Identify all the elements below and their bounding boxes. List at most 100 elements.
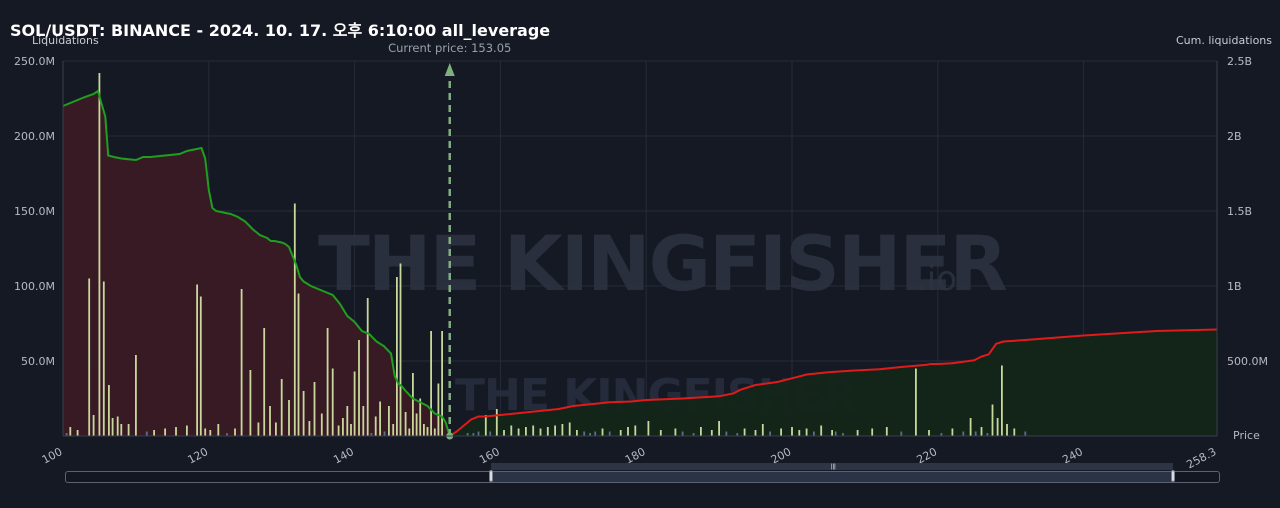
liquidation-bar: [297, 293, 300, 436]
liquidation-bar: [217, 424, 220, 436]
liquidation-bar: [940, 433, 943, 436]
liquidation-bar: [358, 340, 360, 436]
price-axis-title: Price: [1233, 429, 1260, 442]
liquidation-bar: [108, 385, 110, 436]
liquidation-bar: [293, 203, 296, 436]
liquidation-bar: [594, 431, 597, 436]
liquidation-bar: [98, 73, 101, 436]
x-axis-tick: 100: [40, 445, 65, 466]
liquidation-bar: [186, 425, 188, 436]
current-price-label: Current price: 153.05: [388, 41, 511, 55]
liquidation-bar: [761, 424, 764, 436]
left-axis-tick: 150.0M: [14, 205, 55, 218]
liquidation-bar: [681, 431, 684, 436]
liquidation-bar: [175, 427, 177, 436]
liquidation-bar: [477, 431, 480, 436]
liquidation-bar: [275, 422, 277, 436]
liquidation-bar: [423, 424, 425, 436]
liquidation-bar: [437, 383, 440, 436]
watermark-logo: THE KINGFISHER: [318, 219, 1006, 308]
left-axis-title: Liquidations: [32, 34, 99, 47]
liquidation-bar: [484, 415, 487, 436]
liquidation-bar: [65, 433, 68, 436]
liquidation-bar: [885, 427, 888, 436]
liquidation-bar: [396, 277, 398, 436]
liquidation-bar: [196, 284, 198, 436]
liquidation-bar: [419, 398, 422, 436]
liquidation-bar: [962, 431, 965, 436]
liquidation-bar: [92, 415, 95, 436]
liquidation-bar: [718, 421, 720, 436]
liquidation-bar: [433, 428, 436, 436]
left-axis-tick: 100.0M: [14, 280, 55, 293]
liquidation-bar: [900, 431, 903, 436]
chart-title: SOL/USDT: BINANCE - 2024. 10. 17. 오후 6:1…: [10, 21, 551, 40]
range-scrollbar[interactable]: [65, 470, 1220, 483]
left-axis-tick: 200.0M: [14, 130, 55, 143]
liquidation-bar: [769, 431, 771, 436]
liquidation-bar: [388, 406, 390, 436]
right-axis-tick: 1.5B: [1227, 205, 1252, 218]
liquidation-bar: [226, 433, 228, 436]
liquidation-bar: [366, 298, 369, 436]
liquidation-bar: [199, 296, 202, 436]
liquidation-bar: [69, 427, 72, 436]
liquidation-bar: [383, 431, 386, 436]
liquidation-bar: [951, 428, 954, 436]
range-selected-window[interactable]: [491, 472, 1173, 482]
liquidation-bar: [489, 431, 492, 436]
long-cumulative-line: [62, 89, 451, 437]
liquidation-bar: [302, 391, 305, 436]
liquidation-bar: [370, 433, 373, 436]
liquidation-bar: [568, 422, 571, 436]
liquidation-bar: [996, 418, 999, 436]
left-axis-tick: 250.0M: [14, 55, 55, 68]
liquidation-bar: [88, 278, 91, 436]
watermark-suffix: .io: [916, 259, 957, 299]
liquidation-bar: [426, 427, 429, 436]
liquidation-bar: [379, 401, 381, 436]
liquidation-bar: [974, 431, 977, 436]
liquidation-bar: [153, 430, 155, 436]
liquidation-bar: [353, 371, 356, 436]
liquidation-bar: [412, 373, 414, 436]
liquidation-bar: [834, 431, 837, 436]
liquidation-bar: [135, 355, 137, 436]
liquidation-bar: [145, 431, 148, 436]
range-grip-icon[interactable]: |||: [831, 464, 836, 470]
liquidation-bar: [725, 431, 728, 436]
liquidation-bar: [472, 433, 475, 436]
liquidation-bar: [619, 430, 622, 436]
long-cumulative-area: [63, 91, 450, 436]
liquidation-bar: [589, 433, 591, 436]
liquidation-bar: [525, 427, 527, 436]
liquidation-bar: [583, 431, 586, 436]
x-axis-tick: 140: [331, 445, 356, 466]
liquidation-bar: [743, 428, 746, 436]
liquidation-bar: [805, 428, 808, 436]
liquidation-bar: [871, 428, 874, 436]
right-axis-title: Cum. liquidations: [1176, 34, 1273, 47]
liquidation-bar: [831, 430, 833, 436]
liquidation-bar: [249, 370, 252, 436]
liquidation-bar: [539, 428, 542, 436]
liquidation-bar: [754, 430, 757, 436]
liquidation-bar: [969, 418, 972, 436]
liquidation-bar: [813, 431, 815, 436]
liquidation-bar: [127, 424, 130, 436]
liquidation-bar: [263, 328, 266, 436]
liquidation-bar: [634, 425, 637, 436]
range-selector-track[interactable]: [491, 463, 1173, 470]
liquidation-bar: [915, 368, 917, 436]
range-left-handle[interactable]: [489, 470, 493, 482]
liquidation-bar: [441, 331, 443, 436]
range-right-handle[interactable]: [1171, 470, 1175, 482]
liquidation-bar: [346, 406, 349, 436]
liquidation-bar: [1013, 428, 1016, 436]
liquidation-bar: [659, 430, 662, 436]
liquidation-bar: [466, 433, 469, 436]
liquidation-bar: [76, 430, 79, 436]
liquidation-bar: [111, 418, 114, 436]
liquidation-bar: [517, 428, 520, 436]
